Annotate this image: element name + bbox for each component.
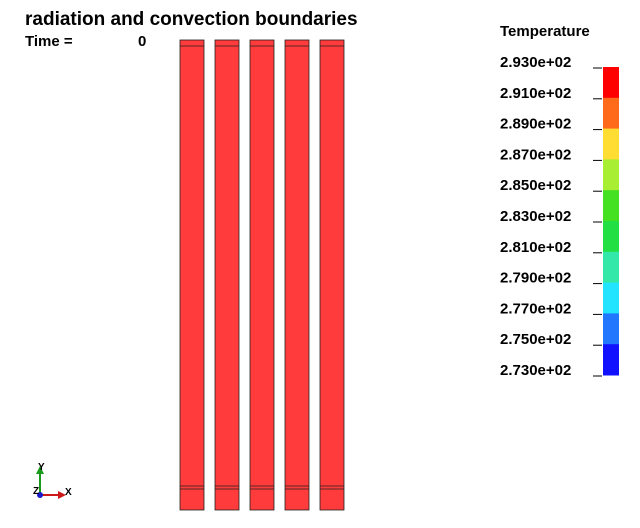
y-arrow <box>36 466 44 474</box>
legend-label: 2.730e+02 <box>500 362 571 379</box>
time-value: 0 <box>138 33 146 50</box>
part <box>214 39 240 511</box>
part <box>284 39 310 511</box>
legend-label: 2.770e+02 <box>500 300 571 317</box>
legend-label: 2.750e+02 <box>500 331 571 348</box>
time-label: Time = <box>25 33 73 50</box>
legend-label: 2.870e+02 <box>500 146 571 163</box>
x-label: X <box>65 487 72 498</box>
color-band <box>603 97 619 130</box>
legend-label: 2.790e+02 <box>500 270 571 287</box>
model <box>179 39 345 511</box>
color-band <box>603 313 619 345</box>
legend-label: 2.930e+02 <box>500 54 571 71</box>
part <box>319 39 345 511</box>
x-arrow <box>58 491 66 499</box>
y-label: Y <box>38 462 45 473</box>
title: radiation and convection boundaries <box>25 9 358 30</box>
legend-label: 2.810e+02 <box>500 239 571 256</box>
legend-label: 2.890e+02 <box>500 116 571 133</box>
part <box>249 39 275 511</box>
z-label: Z <box>33 486 39 497</box>
color-band <box>603 67 619 99</box>
axis-triad: Y X Z <box>33 462 72 499</box>
legend: 2.930e+02 2.910e+02 2.890e+02 2.870e+02 2.85… <box>500 54 619 379</box>
legend-title: Temperature <box>500 23 590 40</box>
z-axis <box>37 492 43 498</box>
color-band <box>603 190 619 222</box>
color-band <box>603 282 619 314</box>
color-band <box>603 221 619 253</box>
color-band <box>603 344 619 376</box>
legend-label: 2.850e+02 <box>500 177 571 194</box>
legend-label: 2.830e+02 <box>500 208 571 225</box>
color-band <box>603 159 619 191</box>
legend-label: 2.910e+02 <box>500 85 571 102</box>
part <box>179 39 205 511</box>
color-band <box>603 251 619 284</box>
color-band <box>603 128 619 160</box>
